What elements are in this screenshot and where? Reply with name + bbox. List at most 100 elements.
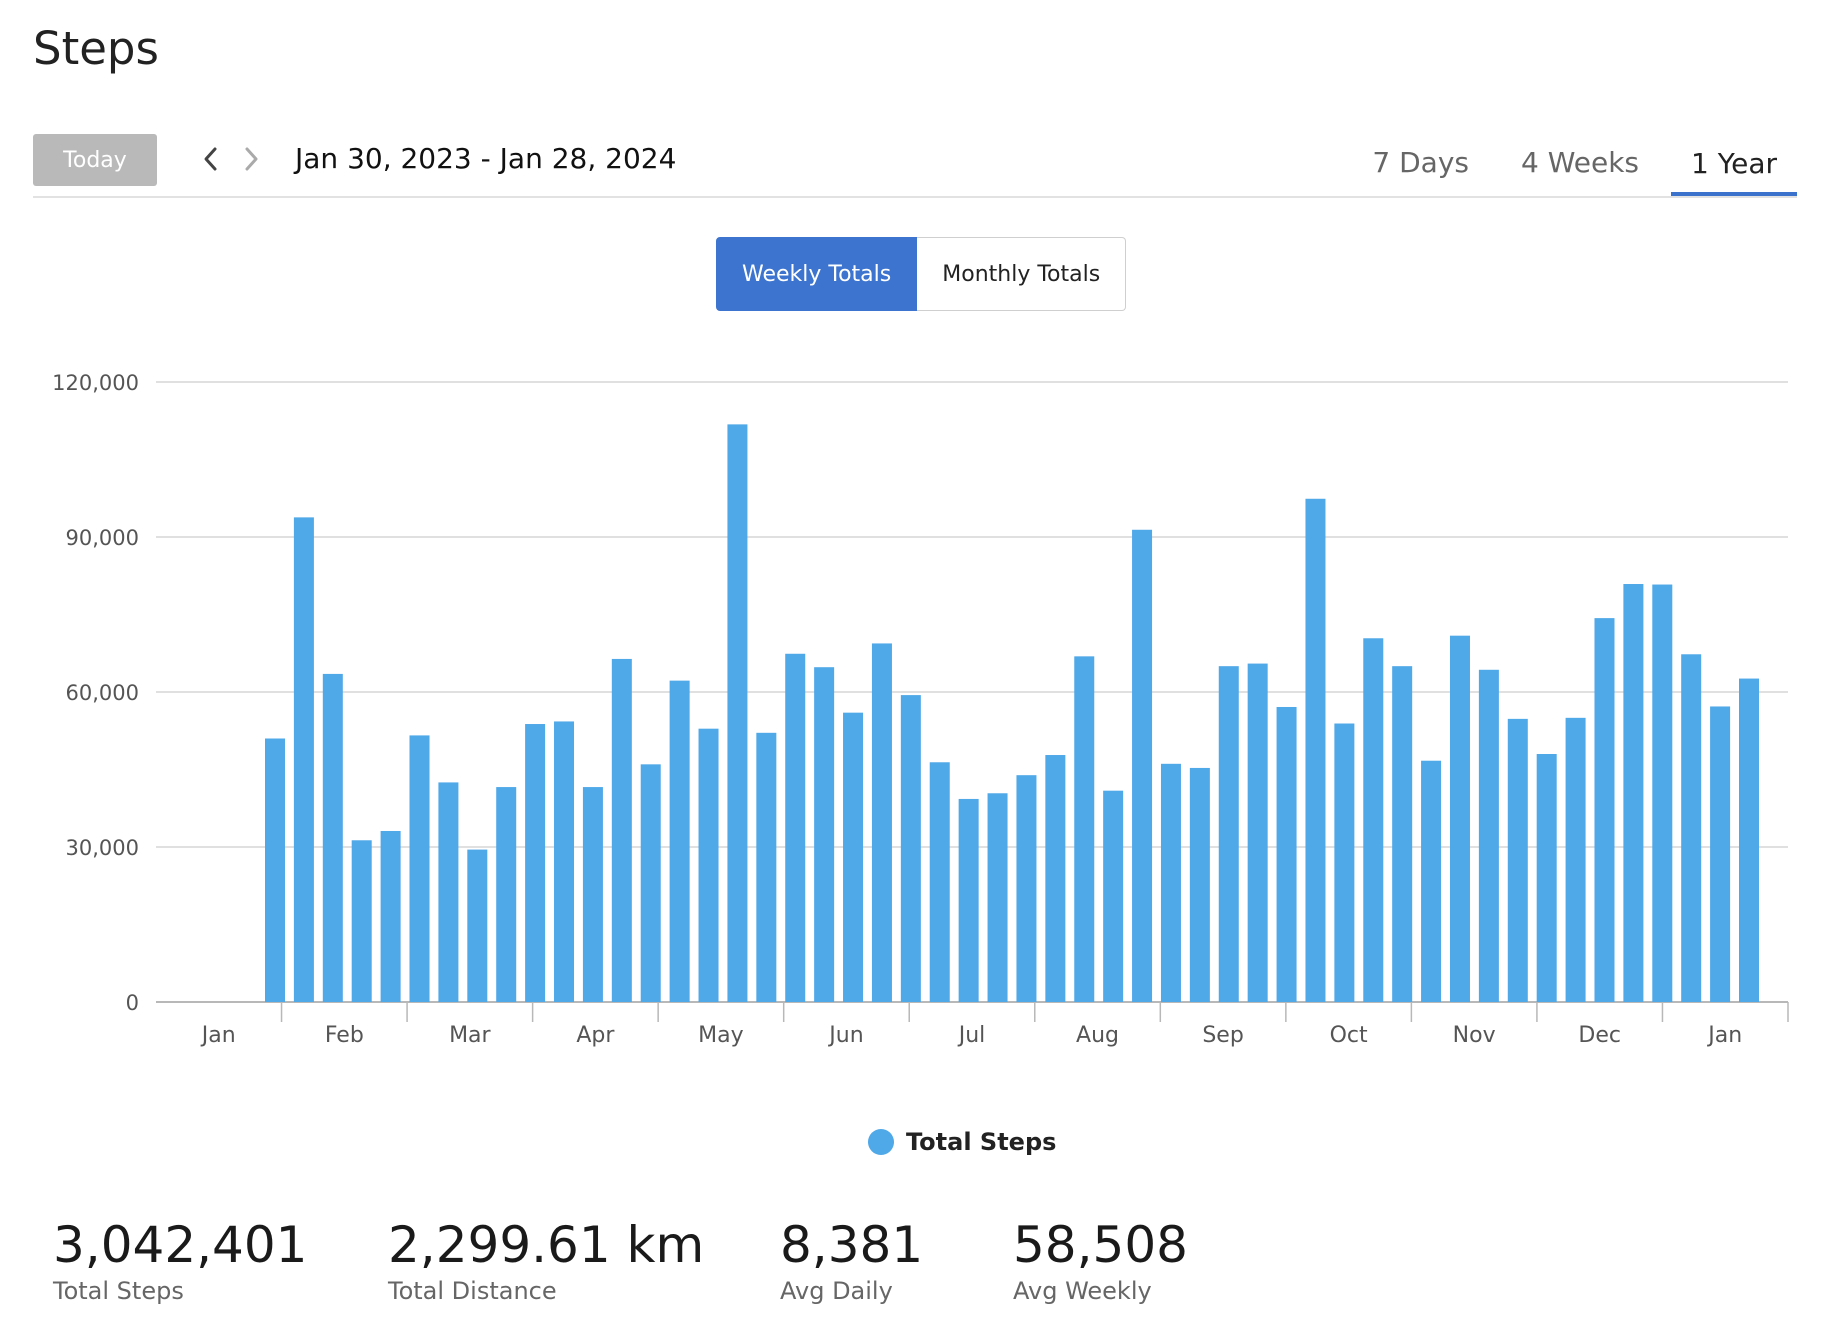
bar-total-steps bbox=[1189, 767, 1210, 1002]
stat-total-distance: 2,299.61 km Total Distance bbox=[388, 1216, 705, 1306]
bar-total-steps bbox=[1016, 775, 1037, 1002]
bar-total-steps bbox=[900, 695, 921, 1002]
x-tick-label: Apr bbox=[576, 1023, 615, 1048]
bar-total-steps bbox=[1363, 638, 1384, 1002]
bar-total-steps bbox=[1218, 666, 1239, 1002]
bar-total-steps bbox=[1478, 669, 1499, 1002]
bar-total-steps bbox=[582, 787, 603, 1002]
range-tabs: 7 Days 4 Weeks 1 Year bbox=[1340, 130, 1797, 196]
bar-total-steps bbox=[1565, 717, 1586, 1002]
chart-legend[interactable]: Total Steps bbox=[868, 1128, 1056, 1156]
stat-avg-daily: 8,381 Avg Daily bbox=[780, 1216, 924, 1306]
stat-value: 58,508 bbox=[1013, 1216, 1188, 1274]
tab-1-year[interactable]: 1 Year bbox=[1671, 130, 1797, 196]
previous-period-button[interactable] bbox=[193, 136, 229, 182]
stat-label: Avg Weekly bbox=[1013, 1277, 1152, 1305]
tab-4-weeks[interactable]: 4 Weeks bbox=[1520, 145, 1639, 179]
bar-total-steps bbox=[265, 738, 285, 1002]
weekly-totals-button[interactable]: Weekly Totals bbox=[716, 237, 918, 311]
y-tick-label: 0 bbox=[126, 991, 139, 1015]
bar-total-steps bbox=[611, 658, 632, 1002]
x-tick-label: Jan bbox=[200, 1023, 236, 1048]
bar-total-steps bbox=[525, 724, 546, 1002]
bar-total-steps bbox=[409, 735, 430, 1002]
bar-total-steps bbox=[698, 728, 719, 1002]
bar-total-steps bbox=[1449, 635, 1470, 1002]
bar-total-steps bbox=[1710, 706, 1731, 1002]
next-period-button[interactable] bbox=[233, 136, 269, 182]
bar-total-steps bbox=[1739, 678, 1759, 1002]
bar-total-steps bbox=[814, 667, 835, 1002]
bar-total-steps bbox=[1247, 663, 1268, 1002]
bar-total-steps bbox=[1103, 790, 1124, 1002]
today-button[interactable]: Today bbox=[33, 134, 157, 186]
x-tick-label: Nov bbox=[1453, 1023, 1496, 1048]
stat-value: 3,042,401 bbox=[53, 1216, 308, 1274]
bar-total-steps bbox=[1334, 723, 1355, 1002]
bar-total-steps bbox=[322, 673, 343, 1002]
stat-total-steps: 3,042,401 Total Steps bbox=[53, 1216, 308, 1306]
bar-total-steps bbox=[727, 424, 748, 1002]
legend-marker-total-steps bbox=[868, 1129, 894, 1155]
bar-total-steps bbox=[1392, 666, 1413, 1002]
bar-total-steps bbox=[438, 782, 459, 1002]
x-tick-label: Dec bbox=[1578, 1023, 1621, 1048]
bar-total-steps bbox=[669, 680, 690, 1002]
y-tick-label: 120,000 bbox=[52, 371, 139, 395]
x-tick-label: Aug bbox=[1076, 1023, 1119, 1048]
bar-total-steps bbox=[380, 830, 401, 1002]
bar-total-steps bbox=[843, 712, 864, 1002]
stat-value: 8,381 bbox=[780, 1216, 924, 1274]
bar-total-steps bbox=[1421, 760, 1442, 1002]
x-tick-label: May bbox=[698, 1023, 743, 1048]
steps-bar-chart: 0 30,000 60,000 90,000 120,000 Jan Feb Mar Apr Ma… bbox=[52, 371, 1789, 1048]
stat-label: Avg Daily bbox=[780, 1277, 893, 1305]
bar-total-steps bbox=[987, 793, 1008, 1002]
monthly-totals-button[interactable]: Monthly Totals bbox=[917, 237, 1127, 311]
bar-total-steps bbox=[785, 653, 806, 1002]
bar-total-steps bbox=[1623, 584, 1644, 1002]
bar-total-steps bbox=[1160, 763, 1181, 1002]
bar-total-steps bbox=[1074, 656, 1095, 1002]
date-toolbar: Today Jan 30, 2023 - Jan 28, 2024 7 Days… bbox=[33, 130, 1797, 198]
x-tick-label: Feb bbox=[325, 1023, 364, 1048]
y-tick-label: 90,000 bbox=[66, 526, 139, 550]
tab-7-days[interactable]: 7 Days bbox=[1372, 145, 1469, 179]
stat-label: Total Steps bbox=[53, 1277, 184, 1305]
stat-avg-weekly: 58,508 Avg Weekly bbox=[1013, 1216, 1188, 1306]
bar-total-steps bbox=[640, 764, 661, 1002]
legend-label-total-steps: Total Steps bbox=[906, 1128, 1057, 1156]
bar-total-steps bbox=[1305, 498, 1326, 1002]
x-tick-label: Oct bbox=[1330, 1023, 1368, 1048]
x-tick-label: Jul bbox=[957, 1023, 986, 1048]
y-tick-label: 60,000 bbox=[66, 681, 139, 705]
date-range-label: Jan 30, 2023 - Jan 28, 2024 bbox=[295, 142, 677, 175]
bar-total-steps bbox=[1132, 529, 1153, 1002]
bar-total-steps bbox=[1276, 706, 1297, 1002]
bar-total-steps bbox=[1681, 654, 1702, 1002]
bar-total-steps bbox=[929, 762, 950, 1002]
x-tick-label: Jun bbox=[827, 1023, 863, 1048]
bar-total-steps bbox=[871, 643, 892, 1002]
bar-total-steps bbox=[958, 798, 979, 1002]
bar-total-steps bbox=[554, 721, 575, 1002]
bar-total-steps bbox=[1594, 618, 1615, 1002]
bar-total-steps bbox=[1507, 718, 1528, 1002]
bar-total-steps bbox=[351, 840, 372, 1002]
totals-toggle: Weekly Totals Monthly Totals bbox=[716, 237, 1127, 311]
bar-total-steps bbox=[467, 849, 488, 1002]
y-tick-label: 30,000 bbox=[66, 836, 139, 860]
chevron-left-icon bbox=[204, 147, 217, 171]
chevron-right-icon bbox=[245, 147, 258, 171]
bar-total-steps bbox=[756, 732, 777, 1002]
x-tick-label: Mar bbox=[449, 1023, 491, 1048]
bar-total-steps bbox=[293, 517, 314, 1002]
x-tick-label: Jan bbox=[1706, 1023, 1742, 1048]
bar-total-steps bbox=[1045, 755, 1066, 1002]
bar-total-steps bbox=[496, 787, 517, 1002]
bar-total-steps bbox=[1536, 754, 1557, 1002]
bar-total-steps bbox=[1652, 584, 1673, 1002]
stat-label: Total Distance bbox=[388, 1277, 557, 1305]
x-tick-label: Sep bbox=[1202, 1023, 1243, 1048]
stat-value: 2,299.61 km bbox=[388, 1216, 705, 1274]
